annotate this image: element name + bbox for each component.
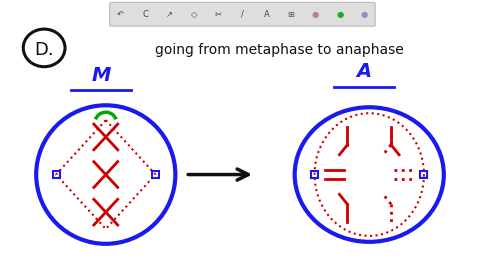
Text: going from metaphase to anaphase: going from metaphase to anaphase [156, 43, 404, 57]
Text: M: M [91, 67, 110, 86]
Text: ⊞: ⊞ [288, 10, 295, 19]
Text: ●: ● [360, 10, 368, 19]
Bar [152, 171, 159, 178]
Text: ●: ● [336, 10, 344, 19]
Bar [420, 171, 427, 178]
Text: ✂: ✂ [215, 10, 222, 19]
Text: ●: ● [312, 10, 319, 19]
Bar [53, 171, 60, 178]
FancyBboxPatch shape [110, 2, 375, 26]
Text: /: / [241, 10, 244, 19]
Text: ◇: ◇ [191, 10, 197, 19]
Text: C: C [142, 10, 148, 19]
Text: A: A [357, 62, 372, 81]
Text: ↗: ↗ [166, 10, 173, 19]
Bar [311, 171, 318, 178]
Text: ↶: ↶ [117, 10, 124, 19]
Text: A: A [264, 10, 270, 19]
Text: D.: D. [35, 41, 54, 59]
